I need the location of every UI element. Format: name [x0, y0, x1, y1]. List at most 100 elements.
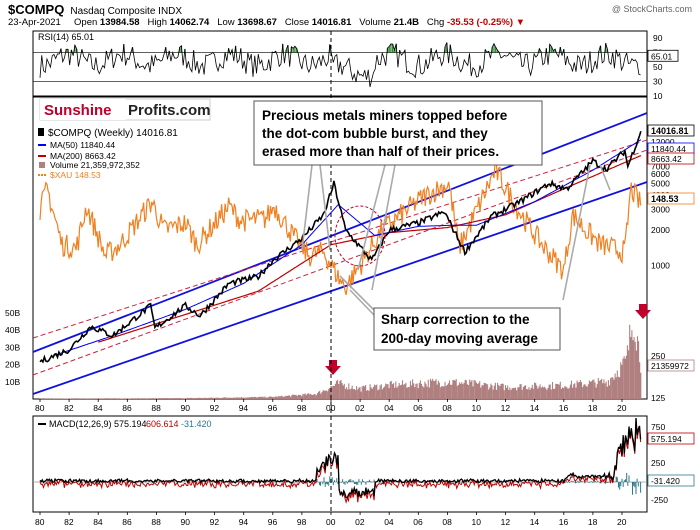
ma200-line — [98, 155, 642, 343]
macd-layer — [33, 417, 647, 505]
price-tick-2000: 2000 — [651, 225, 670, 235]
channel-mid-lower — [32, 149, 648, 376]
rsi-legend: RSI(14) 65.01 — [38, 32, 94, 42]
price-x-tick-20: 20 — [617, 403, 627, 413]
macd-value-tag-box-1 — [647, 474, 695, 487]
axes-layer: 907050301065.0150B40B30B20B10B1200070006… — [5, 33, 695, 527]
price-tick-125: 125 — [651, 393, 665, 403]
legend-xau: $XAU 148.53 — [50, 170, 101, 180]
price-value-tag-3: 148.53 — [651, 194, 679, 204]
price-x-tick-06: 06 — [413, 403, 423, 413]
ma50-line — [54, 139, 642, 356]
macd-x-tick-94: 94 — [239, 517, 249, 527]
macd-value-tag-0: 575.194 — [651, 434, 682, 444]
price-x-tick-82: 82 — [64, 403, 74, 413]
price-x-tick-12: 12 — [501, 403, 511, 413]
price-x-tick-90: 90 — [181, 403, 191, 413]
macd-tick--250: -250 — [651, 495, 668, 505]
price-x-tick-88: 88 — [151, 403, 161, 413]
rsi-layer — [33, 42, 647, 88]
macd-x-tick-00: 00 — [326, 517, 336, 527]
price-x-tick-98: 98 — [297, 403, 307, 413]
price-value-tag-box-4 — [647, 359, 695, 372]
price-x-tick-00: 00 — [326, 403, 336, 413]
price-x-tick-18: 18 — [588, 403, 598, 413]
svg-text:Precious metals miners topped: Precious metals miners topped before — [262, 108, 508, 123]
channel-lower — [32, 181, 648, 395]
price-value-tag-box-2 — [647, 152, 695, 165]
logo-part2: Profits.com — [128, 102, 211, 119]
red-arrow-0 — [325, 360, 341, 375]
rsi-value-tag: 65.01 — [651, 51, 673, 61]
macd-x-tick-14: 14 — [530, 517, 540, 527]
price-tick-7000: 7000 — [651, 161, 670, 171]
price-x-tick-80: 80 — [35, 403, 45, 413]
price-tick-5000: 5000 — [651, 178, 670, 188]
price-tick-12000: 12000 — [651, 137, 675, 147]
price-x-tick-16: 16 — [559, 403, 569, 413]
red-arrow-1 — [635, 304, 651, 319]
macd-x-tick-16: 16 — [559, 517, 569, 527]
pointer-line-miners-5 — [599, 164, 611, 191]
price-x-tick-92: 92 — [210, 403, 220, 413]
macd-x-tick-18: 18 — [588, 517, 598, 527]
annotation-box-correction: Sharp correction to the 200-day moving a… — [373, 307, 561, 351]
price-legend: $COMPQ (Weekly) 14016.81 MA(50) 11840.44… — [38, 128, 178, 180]
xau-line — [39, 160, 642, 296]
chart-title: $COMPQ Nasdaq Composite INDX — [8, 2, 183, 17]
pointer-line-miners-1 — [319, 164, 331, 251]
pointer-line-miners-0 — [301, 164, 313, 251]
legend-ma50: MA(50) 11840.44 — [50, 140, 115, 150]
pointer-line-correction-0 — [339, 275, 375, 311]
legend-ma200: MA(200) 8663.42 — [50, 151, 116, 161]
macd-panel — [32, 415, 648, 513]
price-x-tick-04: 04 — [384, 403, 394, 413]
price-x-tick-14: 14 — [530, 403, 540, 413]
price-x-tick-84: 84 — [93, 403, 103, 413]
price-x-tick-02: 02 — [355, 403, 365, 413]
ohlc-readout: 23-Apr-2021 Open 13984.58 High 14062.74 … — [8, 17, 526, 28]
macd-x-tick-82: 82 — [64, 517, 74, 527]
macd-x-tick-86: 86 — [122, 517, 132, 527]
price-x-tick-94: 94 — [239, 403, 249, 413]
price-x-tick-86: 86 — [122, 403, 132, 413]
rsi-value-tag-box — [647, 49, 679, 62]
volume-tick-20B: 20B — [5, 360, 20, 370]
rsi-tick-50: 50 — [653, 62, 663, 72]
macd-x-tick-88: 88 — [151, 517, 161, 527]
svg-text:the dot-com bubble burst, and: the dot-com bubble burst, and they — [262, 126, 488, 141]
rsi-tick-10: 10 — [653, 91, 663, 101]
svg-text:MACD(12,26,9): MACD(12,26,9) — [49, 419, 112, 429]
price-value-tag-1: 11840.44 — [651, 144, 686, 154]
rsi-tick-90: 90 — [653, 33, 663, 43]
macd-x-tick-20: 20 — [617, 517, 627, 527]
volume-tick-40B: 40B — [5, 325, 20, 335]
price-value-tag-0: 14016.81 — [651, 126, 689, 136]
macd-tick-250: 250 — [651, 458, 665, 468]
macd-value-tag-1: -31.420 — [651, 476, 680, 486]
index-name: Nasdaq Composite INDX — [70, 6, 183, 17]
rsi-line — [39, 42, 641, 88]
macd-line — [39, 417, 642, 499]
volume-tick-10B: 10B — [5, 377, 20, 387]
channel-mid-upper — [32, 139, 648, 339]
channel-upper — [32, 112, 648, 353]
macd-x-tick-02: 02 — [355, 517, 365, 527]
pointer-line-correction-1 — [349, 289, 375, 316]
pointer-line-miners-2 — [357, 164, 386, 271]
svg-text:575.194: 575.194 — [114, 419, 147, 429]
macd-x-tick-10: 10 — [472, 517, 482, 527]
svg-text:erased more than half of their: erased more than half of their prices. — [262, 144, 499, 159]
date-readout: 23-Apr-2021 — [8, 17, 61, 28]
price-value-tag-box-0 — [647, 124, 695, 137]
price-value-tag-2: 8663.42 — [651, 154, 682, 164]
svg-text:-31.420: -31.420 — [181, 419, 212, 429]
svg-text:Sharp correction to the: Sharp correction to the — [381, 312, 530, 327]
price-x-tick-08: 08 — [442, 403, 452, 413]
correction-circle — [334, 205, 386, 267]
macd-x-tick-80: 80 — [35, 517, 45, 527]
price-value-tag-4: 21359972 — [651, 361, 689, 371]
price-x-tick-10: 10 — [472, 403, 482, 413]
macd-tick-750: 750 — [651, 422, 665, 432]
